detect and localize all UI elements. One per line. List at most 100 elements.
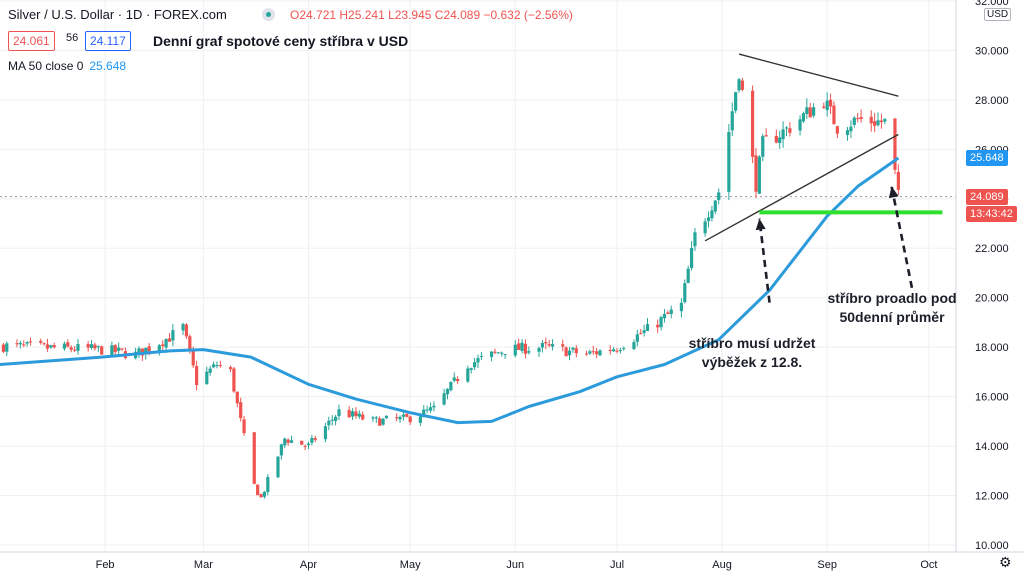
gear-icon[interactable]: ⚙ [999, 554, 1012, 570]
candle-body [306, 443, 311, 446]
x-tick-label: Oct [920, 559, 937, 571]
drawings[interactable] [704, 53, 943, 303]
candle-body [374, 417, 378, 419]
candle-body [832, 105, 836, 125]
y-tick-label: 30.000 [975, 45, 1009, 57]
note-left-line-2: výběžek z 12.8. [701, 354, 803, 370]
candle-body [310, 437, 314, 443]
bid-price-box[interactable]: 24.061 [8, 31, 55, 51]
candle-body [608, 350, 612, 352]
candle-body [235, 391, 239, 404]
symbol-title[interactable]: Silver / U.S. Dollar · 1D · FOREX.com [8, 7, 227, 22]
candle-body [615, 350, 619, 352]
candle-body [100, 346, 104, 355]
candle-body [25, 342, 29, 344]
candle-body [49, 345, 53, 348]
candle-body [228, 367, 233, 370]
candle-body [835, 126, 839, 134]
candle-body [259, 494, 263, 498]
candle-body [764, 135, 768, 137]
candle-body [39, 340, 43, 343]
candle-body [147, 346, 151, 352]
candle-body [72, 349, 77, 351]
note-right-line-2: 50denní průměr [839, 309, 945, 325]
note-left: stříbro musí udržet výběžek z 12.8. [668, 334, 836, 372]
candle-body [381, 418, 385, 425]
note-right: stříbro proadlo pod 50denní průměr [808, 289, 976, 327]
x-tick-label: Aug [712, 559, 732, 571]
currency-label[interactable]: USD [984, 8, 1012, 21]
ma-price-tag: 25.648 [966, 150, 1008, 166]
arrow-left-shaft [758, 218, 771, 303]
y-tick-label: 16.000 [975, 392, 1009, 404]
ohlc-values: O24.721 H25.241 L23.945 C24.089 −0.632 (… [290, 8, 573, 22]
x-tick-label: Feb [96, 559, 115, 571]
candle-body [276, 456, 280, 478]
candle-body [544, 342, 548, 344]
candle-body [164, 339, 168, 348]
candle-body [683, 283, 687, 303]
candle-body [96, 346, 100, 348]
candle-body [5, 343, 9, 352]
candle-body [456, 378, 460, 382]
candle-body [357, 413, 361, 417]
candle-body [52, 345, 56, 348]
candle-body [167, 338, 172, 342]
candle-body [289, 440, 294, 443]
candle-body [398, 416, 402, 420]
candle-body [822, 106, 826, 108]
candle-body [513, 344, 517, 356]
candle-body [469, 368, 473, 370]
candle-body [778, 137, 782, 144]
candle-body [561, 344, 565, 347]
candle-body [896, 171, 900, 190]
candle-body [422, 409, 426, 418]
candle-body [45, 344, 50, 349]
candle-body [666, 312, 670, 314]
candle-body [750, 90, 755, 157]
candle-body [476, 358, 480, 363]
candle-body [110, 345, 114, 356]
candle-body [774, 135, 778, 143]
candle-body [689, 248, 694, 269]
x-tick-label: Apr [300, 559, 317, 571]
candle-body [523, 343, 528, 354]
candle-body [737, 79, 741, 91]
candle-body [452, 377, 456, 381]
ma-legend[interactable]: MA 50 close 0 25.648 [8, 59, 126, 73]
candle-body [347, 410, 351, 418]
candle-body [734, 92, 738, 111]
candle-body [635, 334, 639, 342]
candle-body [540, 343, 545, 348]
candle-body [489, 351, 494, 358]
market-status-icon [262, 8, 275, 21]
candle-body [537, 348, 541, 352]
candle-body [849, 126, 853, 132]
candle-body [408, 416, 412, 423]
ask-price-box[interactable]: 24.117 [85, 31, 131, 51]
candle-body [171, 330, 175, 341]
candle-body [266, 476, 270, 493]
x-axis[interactable]: Feb Mar Apr May Jun Jul Aug Sep Oct [0, 551, 1024, 571]
candle-body [18, 342, 22, 345]
candle-body [350, 411, 355, 417]
candle-body [161, 344, 165, 347]
y-tick-label: 22.000 [975, 243, 1009, 255]
candle-body [879, 120, 884, 123]
candle-body [354, 411, 358, 417]
spread-value: 56 [66, 32, 79, 44]
candle-body [564, 347, 568, 357]
candle-body [852, 117, 856, 125]
candle-body [781, 129, 785, 140]
candle-body [740, 80, 745, 90]
ma-50-polyline [0, 156, 900, 425]
candle-body [805, 107, 809, 114]
candle-body [493, 351, 497, 353]
candle-body [567, 350, 572, 356]
candle-body [15, 343, 19, 345]
arrow-right-head [888, 186, 899, 199]
candle-body [323, 426, 328, 440]
y-tick-label: 14.000 [975, 441, 1009, 453]
